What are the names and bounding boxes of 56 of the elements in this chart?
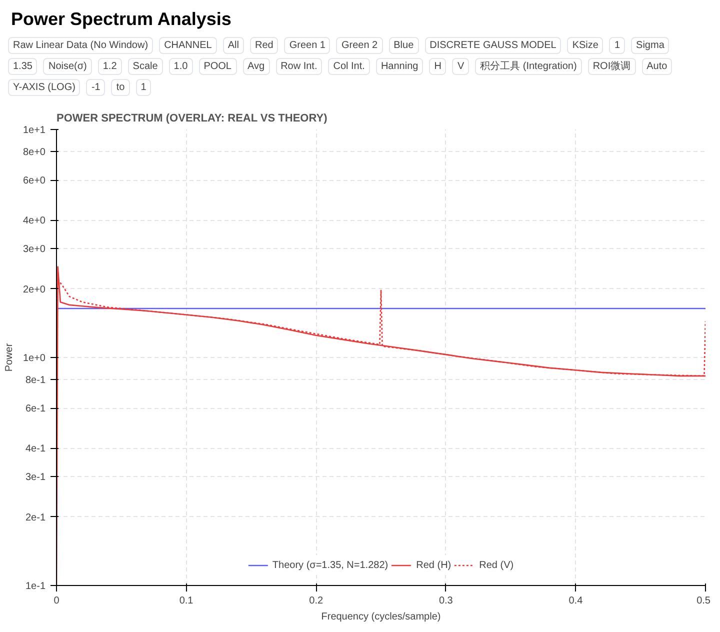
y-axis-title: Power (4, 342, 15, 372)
text: POOL (198, 58, 236, 75)
text: -1 (86, 78, 106, 96)
y-tick-label: 8e+0 (22, 147, 46, 158)
text: All (222, 36, 244, 54)
text: Col Int. (328, 58, 370, 75)
y-tick-label: 8e-1 (25, 375, 46, 386)
text: 1.35 (8, 58, 38, 75)
legend-label: Red (H) (416, 560, 452, 570)
text: Raw Linear Data (No Window) (8, 36, 154, 54)
y-tick-label: 6e+0 (22, 176, 46, 187)
x-axis-title: Frequency (cycles/sample) (321, 612, 441, 622)
y-tick-label: 1e-1 (25, 581, 46, 592)
text: 1 (609, 36, 626, 54)
y-tick-label: 2e-1 (25, 512, 46, 524)
text: H (429, 58, 446, 75)
text: Green 1 (284, 36, 330, 54)
text: Avg (242, 58, 270, 75)
legend-label: Red (V) (479, 560, 514, 570)
text: CHANNEL (159, 36, 217, 54)
chart-title: Power Spectrum Analysis (11, 8, 232, 31)
text: Y-AXIS (LOG) (8, 78, 80, 96)
text: Green 2 (336, 36, 383, 54)
text: Scale (128, 58, 163, 75)
y-tick-label: 4e-1 (25, 444, 46, 455)
text: Row Int. (276, 58, 322, 75)
legend-label: Theory (σ=1.35, N=1.282) (272, 560, 388, 570)
x-tick-label: 0.4 (568, 596, 584, 606)
text: DISCRETE GAUSS MODEL (424, 36, 562, 54)
y-tick-label: 1e+1 (22, 125, 46, 136)
text: 1 (136, 78, 152, 96)
y-tick-label: 4e+0 (22, 216, 46, 227)
x-tick-label: 0.5 (696, 596, 711, 606)
chart-subtitle: POWER SPECTRUM (OVERLAY: REAL VS THEORY) (56, 112, 328, 124)
text: 积分工具 (Integration) (475, 58, 582, 75)
text: 1.2 (98, 58, 122, 75)
y-tick-label: 6e-1 (25, 404, 46, 415)
y-tick-label: 2e+0 (22, 284, 46, 296)
text: Hanning (376, 58, 424, 75)
x-tick-label: 0.1 (179, 596, 194, 606)
y-tick-label: 3e+0 (22, 244, 46, 256)
text: ROI微调 (588, 58, 636, 75)
x-tick-label: 0.3 (438, 596, 454, 606)
text: Red (250, 36, 278, 54)
y-tick-label: 3e-1 (25, 472, 46, 484)
text: to (111, 78, 130, 96)
text: 1.0 (168, 58, 193, 75)
text: Auto (642, 58, 672, 75)
x-tick-label: 0.2 (309, 596, 324, 606)
y-tick-label: 1e+0 (22, 353, 46, 364)
text: Noise(σ) (43, 58, 92, 75)
text: V (452, 58, 470, 75)
text: Sigma (631, 36, 670, 54)
text: Blue (388, 36, 419, 54)
x-tick-label: 0 (54, 596, 60, 606)
text: KSize (567, 36, 604, 54)
